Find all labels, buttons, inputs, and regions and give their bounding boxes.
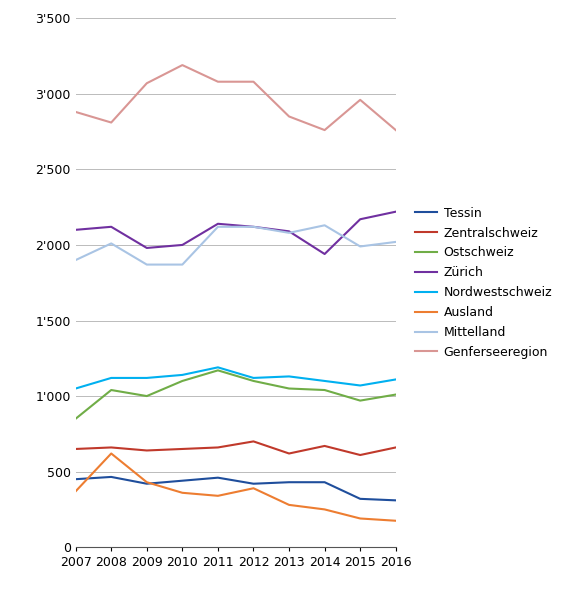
Line: Zentralschweiz: Zentralschweiz [76, 441, 396, 455]
Ausland [143, 478, 150, 486]
Ausland [286, 501, 293, 508]
Mittelland [357, 243, 364, 250]
Line: Ostschweiz: Ostschweiz [76, 370, 396, 419]
Nordwestschweiz [214, 364, 221, 371]
Tessin [214, 474, 221, 482]
Ostschweiz [250, 378, 257, 385]
Ausland [250, 485, 257, 492]
Zentralschweiz [179, 445, 186, 452]
Zürich [72, 226, 79, 233]
Ausland [214, 492, 221, 499]
Nordwestschweiz [179, 371, 186, 379]
Mittelland [143, 261, 150, 268]
Zürich [143, 244, 150, 252]
Zürich [214, 220, 221, 227]
Ostschweiz [286, 385, 293, 392]
Nordwestschweiz [392, 376, 399, 383]
Genferseeregion [286, 113, 293, 120]
Mittelland [214, 223, 221, 230]
Mittelland [108, 240, 115, 247]
Mittelland [179, 261, 186, 268]
Tessin [357, 495, 364, 502]
Ostschweiz [179, 378, 186, 385]
Nordwestschweiz [143, 375, 150, 382]
Nordwestschweiz [321, 378, 328, 385]
Zentralschweiz [108, 444, 115, 451]
Ausland [392, 517, 399, 524]
Zentralschweiz [250, 438, 257, 445]
Tessin [108, 473, 115, 480]
Mittelland [392, 238, 399, 246]
Ostschweiz [108, 386, 115, 393]
Legend: Tessin, Zentralschweiz, Ostschweiz, Zürich, Nordwestschweiz, Ausland, Mittelland: Tessin, Zentralschweiz, Ostschweiz, Züri… [415, 207, 552, 359]
Zürich [392, 208, 399, 215]
Line: Tessin: Tessin [76, 477, 396, 500]
Ostschweiz [357, 397, 364, 404]
Zentralschweiz [357, 451, 364, 458]
Genferseeregion [392, 126, 399, 134]
Genferseeregion [143, 80, 150, 87]
Line: Genferseeregion: Genferseeregion [76, 65, 396, 130]
Nordwestschweiz [72, 385, 79, 392]
Zentralschweiz [321, 442, 328, 449]
Zentralschweiz [286, 450, 293, 457]
Tessin [250, 480, 257, 488]
Zürich [179, 241, 186, 249]
Zürich [357, 216, 364, 223]
Line: Zürich: Zürich [76, 212, 396, 254]
Genferseeregion [250, 78, 257, 85]
Nordwestschweiz [357, 382, 364, 389]
Zentralschweiz [143, 447, 150, 454]
Genferseeregion [179, 61, 186, 69]
Mittelland [250, 223, 257, 230]
Genferseeregion [214, 78, 221, 85]
Nordwestschweiz [108, 375, 115, 382]
Genferseeregion [72, 108, 79, 116]
Genferseeregion [321, 126, 328, 134]
Ausland [108, 450, 115, 457]
Ostschweiz [392, 391, 399, 398]
Tessin [143, 480, 150, 488]
Nordwestschweiz [286, 373, 293, 380]
Line: Nordwestschweiz: Nordwestschweiz [76, 367, 396, 389]
Ostschweiz [72, 415, 79, 423]
Ausland [321, 506, 328, 513]
Tessin [321, 478, 328, 486]
Genferseeregion [357, 96, 364, 103]
Mittelland [72, 257, 79, 264]
Zürich [108, 223, 115, 230]
Zentralschweiz [214, 444, 221, 451]
Mittelland [286, 229, 293, 237]
Ostschweiz [321, 386, 328, 393]
Ausland [357, 515, 364, 522]
Line: Mittelland: Mittelland [76, 226, 396, 264]
Zürich [286, 227, 293, 235]
Zürich [321, 250, 328, 258]
Ostschweiz [143, 392, 150, 399]
Zentralschweiz [72, 445, 79, 452]
Tessin [286, 478, 293, 486]
Tessin [179, 477, 186, 485]
Zentralschweiz [392, 444, 399, 451]
Genferseeregion [108, 119, 115, 126]
Tessin [72, 475, 79, 483]
Ausland [72, 488, 79, 495]
Tessin [392, 497, 399, 504]
Mittelland [321, 222, 328, 229]
Nordwestschweiz [250, 375, 257, 382]
Ostschweiz [214, 367, 221, 374]
Line: Ausland: Ausland [76, 454, 396, 520]
Ausland [179, 489, 186, 497]
Zürich [250, 223, 257, 230]
